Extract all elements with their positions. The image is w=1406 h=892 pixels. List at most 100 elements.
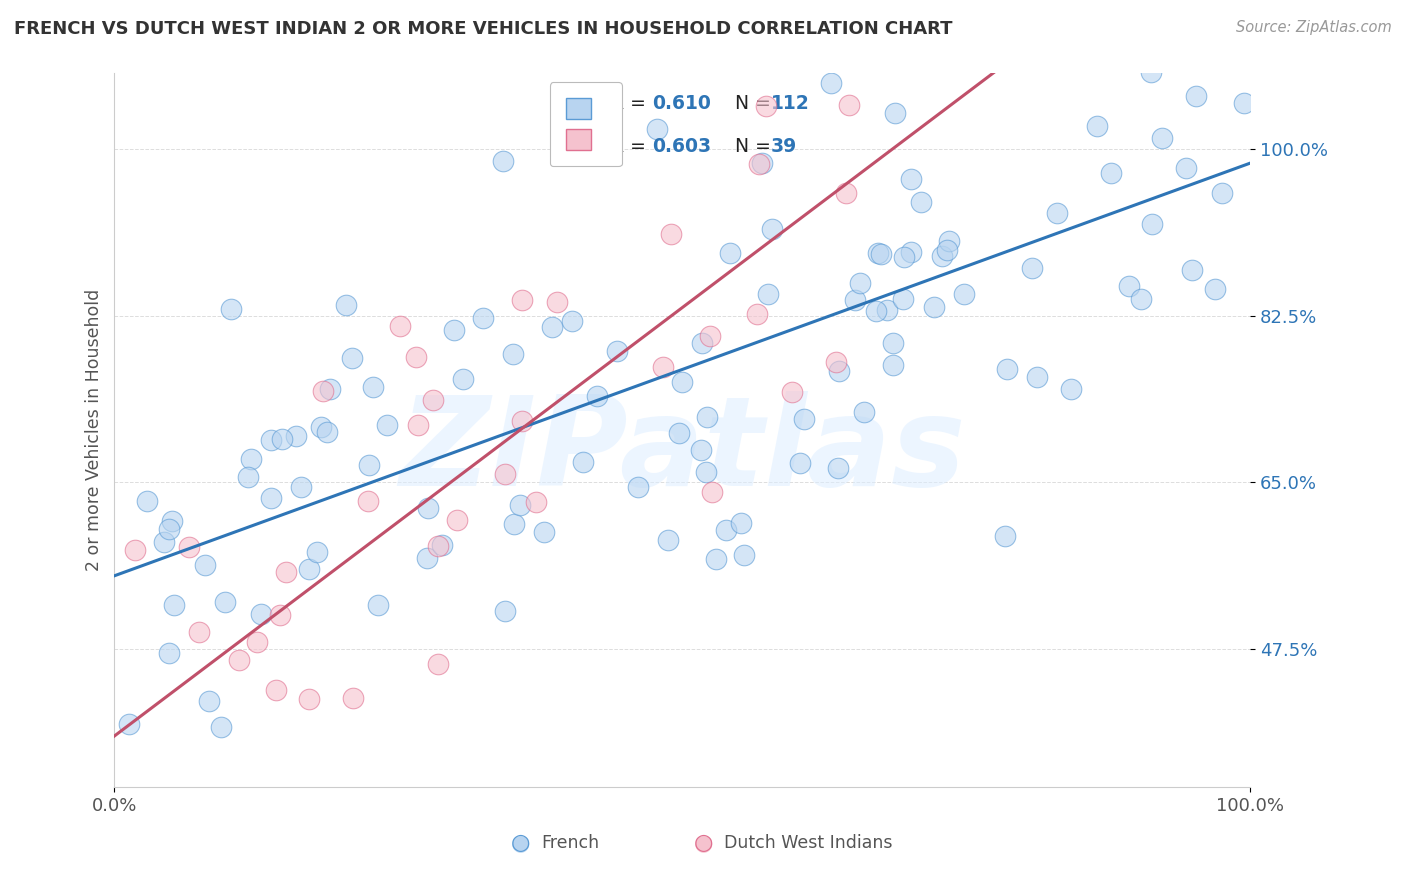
Point: [405, 350, 427, 364]
Point: [938, 234, 960, 248]
Point: [509, 498, 531, 512]
Point: [430, 538, 453, 552]
Point: [900, 171, 922, 186]
Legend: , : ,: [550, 82, 621, 166]
Point: [1118, 279, 1140, 293]
Point: [406, 418, 429, 433]
Point: [274, 565, 297, 579]
Point: [269, 608, 291, 623]
Point: [714, 523, 737, 537]
Point: [647, 121, 669, 136]
Point: [118, 717, 141, 731]
Point: [835, 186, 858, 200]
Point: [177, 540, 200, 554]
Point: [1140, 64, 1163, 78]
Point: [264, 683, 287, 698]
Point: [865, 304, 887, 318]
Point: [1232, 95, 1254, 110]
Point: [704, 552, 727, 566]
Point: [290, 480, 312, 494]
Point: [209, 720, 232, 734]
Point: [472, 310, 495, 325]
Point: [451, 372, 474, 386]
Point: [936, 243, 959, 257]
Text: ●: ●: [510, 833, 530, 853]
Point: [718, 246, 741, 260]
Text: R =: R =: [610, 94, 651, 113]
Point: [510, 293, 533, 308]
Point: [820, 76, 842, 90]
Point: [1085, 119, 1108, 133]
Point: [357, 458, 380, 472]
Point: [135, 494, 157, 508]
Point: [1025, 369, 1047, 384]
Point: [1185, 89, 1208, 103]
Point: [524, 495, 547, 509]
Point: [546, 294, 568, 309]
Point: [793, 412, 815, 426]
Point: [233, 859, 256, 873]
Point: [837, 0, 859, 9]
Point: [571, 455, 593, 469]
Text: 0.610: 0.610: [652, 94, 711, 113]
Point: [416, 501, 439, 516]
Text: ○: ○: [693, 833, 713, 853]
Point: [733, 548, 755, 562]
Point: [751, 156, 773, 170]
Point: [260, 433, 283, 447]
Point: [246, 635, 269, 649]
Point: [167, 804, 190, 818]
Point: [652, 360, 675, 375]
Point: [692, 336, 714, 351]
Point: [305, 545, 328, 559]
Point: [730, 516, 752, 530]
Point: [357, 493, 380, 508]
Point: [1142, 217, 1164, 231]
Point: [124, 543, 146, 558]
Text: French: French: [541, 834, 599, 852]
Point: [260, 491, 283, 505]
Point: [219, 302, 242, 317]
Text: 0.603: 0.603: [652, 136, 711, 156]
Point: [1150, 130, 1173, 145]
Point: [159, 646, 181, 660]
Point: [910, 195, 932, 210]
Point: [827, 364, 849, 378]
Point: [240, 452, 263, 467]
Point: [1129, 292, 1152, 306]
Point: [827, 461, 849, 475]
Point: [427, 657, 450, 671]
Text: ZIPatlas: ZIPatlas: [399, 391, 966, 512]
Text: ●: ●: [693, 833, 713, 853]
Point: [668, 426, 690, 441]
Point: [319, 383, 342, 397]
Point: [315, 425, 337, 440]
Point: [689, 442, 711, 457]
Point: [422, 392, 444, 407]
Point: [1099, 166, 1122, 180]
Point: [361, 380, 384, 394]
Point: [1211, 186, 1233, 201]
Point: [585, 389, 607, 403]
Point: [606, 344, 628, 359]
Text: 112: 112: [770, 94, 810, 113]
Point: [627, 480, 650, 494]
Point: [502, 347, 524, 361]
Point: [446, 513, 468, 527]
Point: [228, 653, 250, 667]
Point: [931, 249, 953, 263]
Point: [882, 335, 904, 350]
Point: [900, 244, 922, 259]
Point: [891, 292, 914, 306]
Point: [1060, 382, 1083, 396]
Point: [844, 293, 866, 308]
Point: [994, 528, 1017, 542]
Point: [824, 355, 846, 369]
Point: [443, 322, 465, 336]
Point: [494, 604, 516, 618]
Point: [1204, 282, 1226, 296]
Point: [699, 329, 721, 343]
Point: [561, 314, 583, 328]
Text: ○: ○: [510, 833, 530, 853]
Point: [512, 414, 534, 428]
